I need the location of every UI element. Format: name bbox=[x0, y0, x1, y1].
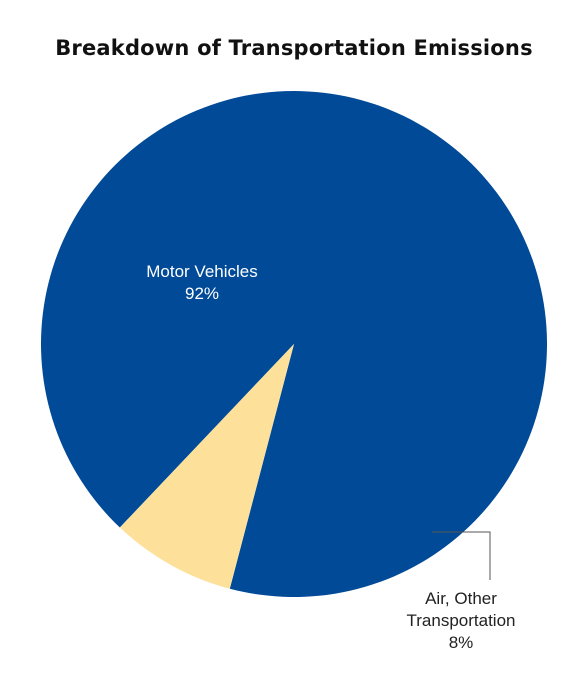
pie-labels: Motor Vehicles 92% Air, Other Transportatio… bbox=[146, 262, 515, 652]
label-line: Transportation bbox=[407, 611, 516, 630]
leader-line bbox=[432, 531, 491, 580]
label-motor-vehicles: Motor Vehicles 92% bbox=[146, 262, 258, 303]
slice-air-other-transportation bbox=[119, 344, 294, 589]
label-line: Motor Vehicles bbox=[146, 262, 258, 281]
slice-motor-vehicles bbox=[41, 91, 548, 598]
pie-slices bbox=[41, 91, 548, 598]
chart-title: Breakdown of Transportation Emissions bbox=[55, 36, 533, 60]
label-line: 92% bbox=[185, 284, 219, 303]
label-line: 8% bbox=[449, 633, 474, 652]
label-line: Air, Other bbox=[425, 589, 497, 608]
label-air-other-transportation: Air, Other Transportation 8% bbox=[407, 589, 516, 652]
